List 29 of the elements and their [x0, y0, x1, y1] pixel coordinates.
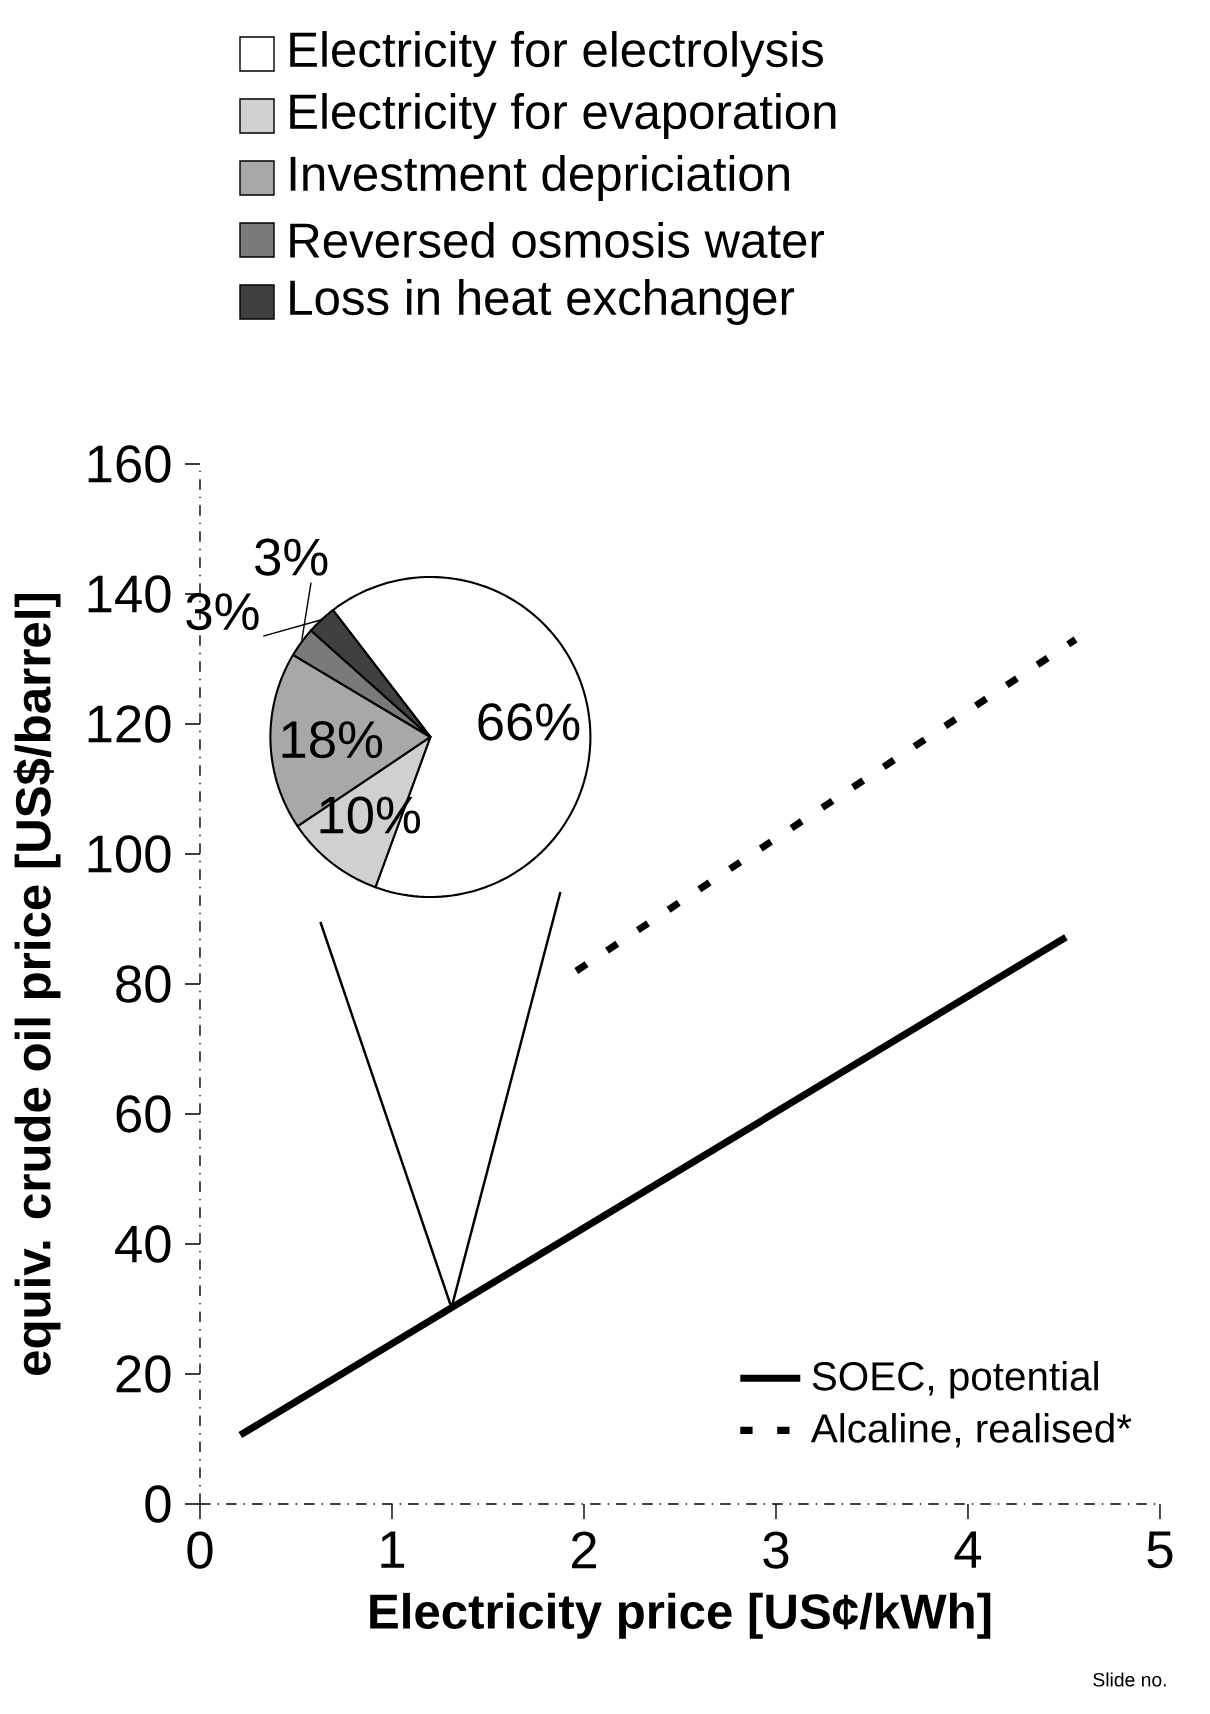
- legend-label: SOEC, potential: [812, 1360, 1098, 1399]
- y-tick-label: 20: [116, 1355, 171, 1393]
- y-tick-label: 140: [88, 575, 171, 613]
- y-tick-label: 80: [116, 965, 171, 1003]
- x-tick-label: 4: [954, 1531, 982, 1568]
- x-tick-label: 5: [1147, 1531, 1173, 1569]
- legend-label: Electricity for evaporation: [290, 93, 836, 139]
- y-tick-label: 160: [88, 445, 171, 483]
- y-tick-label: 120: [88, 705, 171, 743]
- y-tick-label: 40: [115, 1225, 171, 1263]
- data-label: 66%: [478, 703, 580, 741]
- y-tick-label: 100: [88, 835, 171, 873]
- x-tick-label: 3: [763, 1531, 789, 1569]
- y-tick-label: 60: [116, 1095, 171, 1133]
- y-axis-title: equiv. crude oil price [US$/barrel]: [13, 593, 61, 1375]
- data-label: 3%: [186, 592, 259, 631]
- legend-label: Investment depriciation: [290, 155, 789, 201]
- legend-label: Reversed osmosis water: [290, 221, 825, 259]
- x-tick-label: 2: [571, 1531, 597, 1569]
- text: Slide no.: [1093, 1672, 1166, 1687]
- data-label: 3%: [255, 538, 328, 576]
- x-tick-label: 0: [187, 1531, 213, 1569]
- x-tick-label: 1: [381, 1531, 405, 1568]
- y-tick-label: 0: [145, 1485, 171, 1523]
- legend-label: Loss in heat exchanger: [290, 279, 795, 325]
- legend-label: Electricity for electrolysis: [290, 31, 823, 77]
- x-axis-title: Electricity price [US¢/kWh]: [370, 1592, 991, 1639]
- legend-label: Alcaline, realised*: [810, 1413, 1132, 1448]
- data-label: 18%: [282, 720, 383, 759]
